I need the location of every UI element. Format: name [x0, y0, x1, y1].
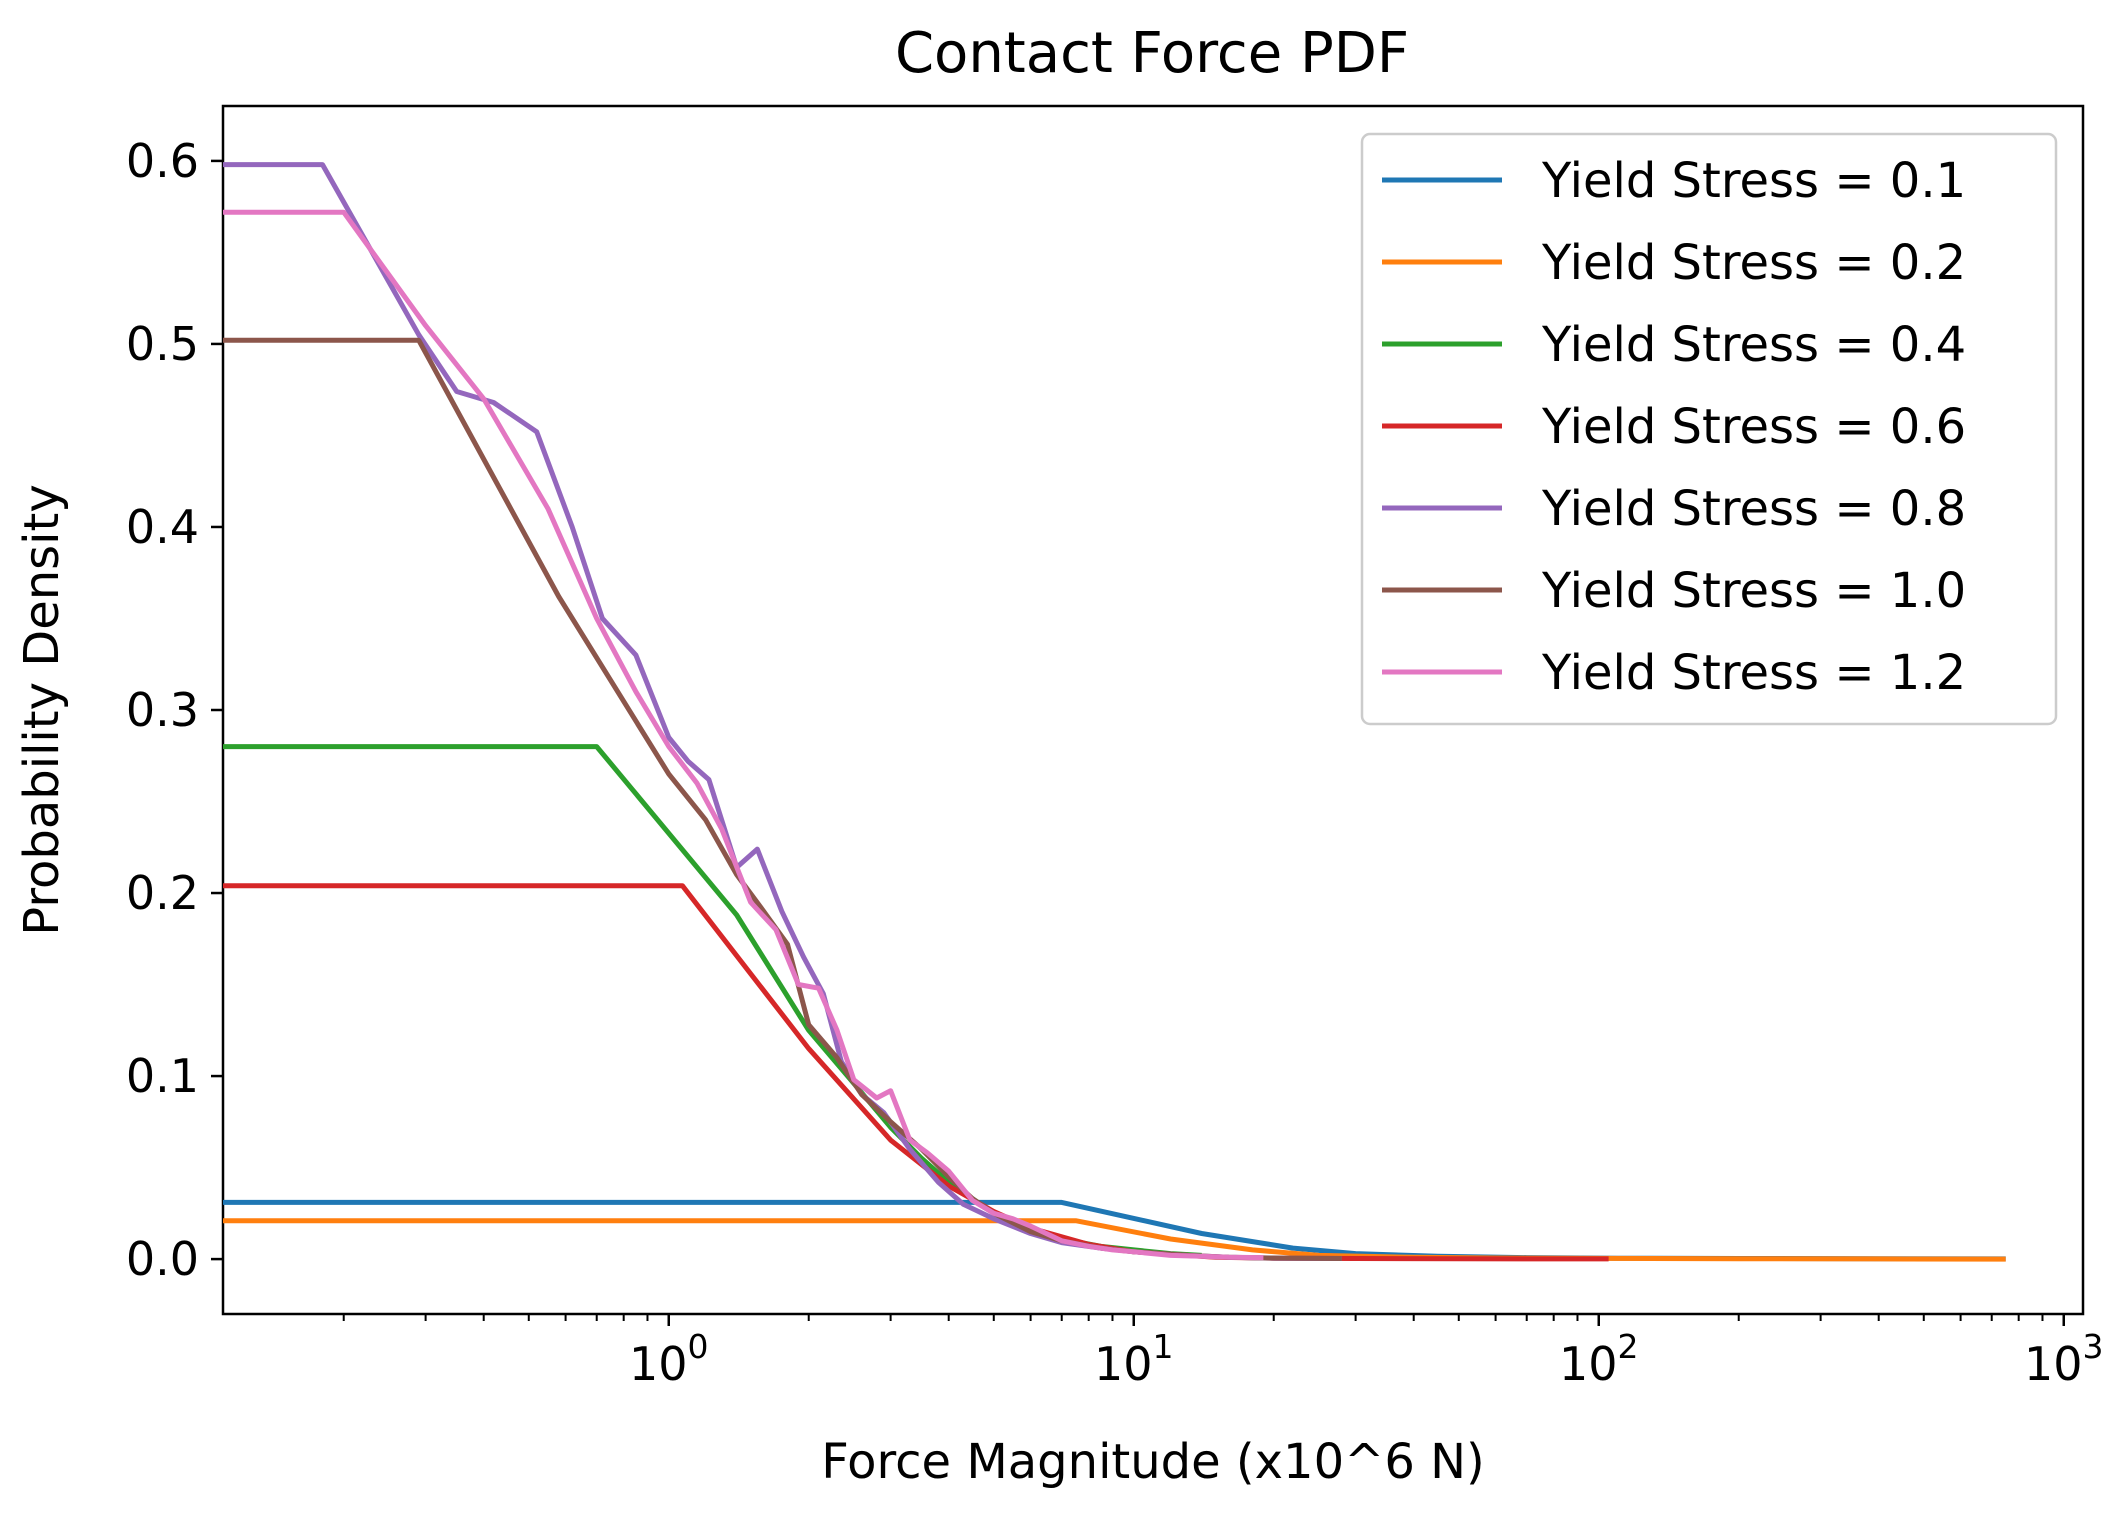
- y-tick-label: 0.5: [126, 317, 199, 371]
- y-tick-label: 0.1: [126, 1049, 199, 1103]
- y-tick-label: 0.3: [126, 683, 199, 737]
- y-axis-ticks: 0.0 0.1 0.2 0.3 0.4 0.5 0.6: [126, 134, 223, 1286]
- legend-label-5: Yield Stress = 0.8: [1541, 481, 1966, 537]
- y-tick-label: 0.2: [126, 866, 199, 920]
- legend-label-4: Yield Stress = 0.6: [1541, 399, 1966, 455]
- legend-label-6: Yield Stress = 1.0: [1541, 563, 1966, 619]
- y-axis-label: Probability Density: [14, 484, 70, 935]
- x-axis-label: Force Magnitude (x10^6 N): [821, 1434, 1485, 1490]
- legend-label-1: Yield Stress = 0.1: [1541, 153, 1966, 209]
- y-tick-label: 0.4: [126, 500, 199, 554]
- x-tick-label: 103: [2024, 1327, 2104, 1391]
- legend-label-3: Yield Stress = 0.4: [1541, 317, 1966, 373]
- series-line-7: [223, 209, 1264, 1261]
- legend-label-2: Yield Stress = 0.2: [1541, 235, 1966, 291]
- chart-title: Contact Force PDF: [895, 21, 1409, 86]
- y-tick-label: 0.0: [126, 1232, 199, 1286]
- legend-box: [1360, 132, 2058, 726]
- x-tick-label: 102: [1559, 1327, 1639, 1391]
- series-group: [223, 162, 2006, 1262]
- y-tick-label: 0.6: [126, 134, 199, 188]
- legend-label-7: Yield Stress = 1.2: [1541, 645, 1966, 701]
- x-tick-label: 100: [629, 1327, 709, 1391]
- legend: Yield Stress = 0.1 Yield Stress = 0.2 Yiel…: [1360, 132, 2058, 726]
- x-axis-ticks: 100 101 102 103: [342, 1314, 2104, 1391]
- x-tick-label: 101: [1094, 1327, 1174, 1391]
